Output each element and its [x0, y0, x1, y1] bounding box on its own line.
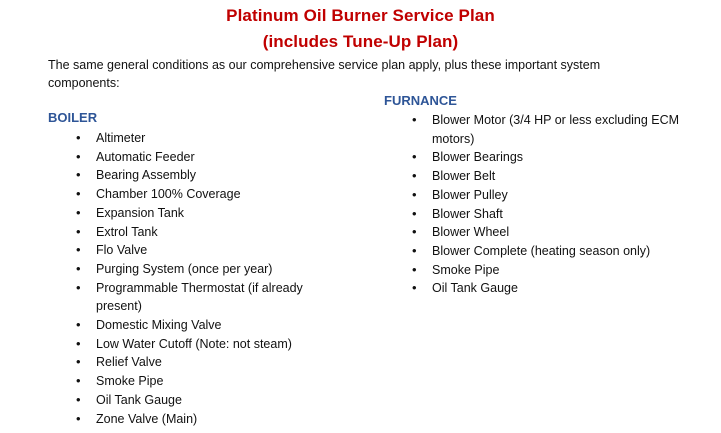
list-item: Low Water Cutoff (Note: not steam) [76, 335, 336, 354]
list-item: Blower Belt [412, 167, 682, 186]
list-item: Oil Tank Gauge [412, 279, 682, 298]
page-subtitle: (includes Tune-Up Plan) [262, 32, 459, 51]
list-item: Programmable Thermostat (if already pres… [76, 279, 336, 316]
list-item: Relief Valve [76, 353, 336, 372]
list-item: Oil Tank Gauge [76, 391, 336, 410]
boiler-list: Altimeter Automatic Feeder Bearing Assem… [76, 129, 336, 429]
list-item: Smoke Pipe [76, 372, 336, 391]
list-item: Chamber 100% Coverage [76, 185, 336, 204]
list-item: Zone Valve (Main) [76, 410, 336, 429]
list-item: Domestic Mixing Valve [76, 316, 336, 335]
list-item: Flo Valve [76, 241, 336, 260]
list-item: Purging System (once per year) [76, 260, 336, 279]
list-item: Automatic Feeder [76, 148, 336, 167]
page-title: Platinum Oil Burner Service Plan [226, 6, 495, 25]
list-item: Smoke Pipe [412, 261, 682, 280]
list-item: Blower Wheel [412, 223, 682, 242]
boiler-heading: BOILER [48, 110, 98, 125]
list-item: Extrol Tank [76, 223, 336, 242]
list-item: Blower Bearings [412, 148, 682, 167]
list-item: Expansion Tank [76, 204, 336, 223]
list-item: Blower Shaft [412, 205, 682, 224]
list-item: Blower Pulley [412, 186, 682, 205]
list-item: Bearing Assembly [76, 166, 336, 185]
intro-paragraph: The same general conditions as our compr… [48, 58, 601, 90]
list-item: Blower Complete (heating season only) [412, 242, 682, 261]
furnace-heading: FURNANCE [384, 93, 457, 108]
list-item: Altimeter [76, 129, 336, 148]
furnace-list: Blower Motor (3/4 HP or less excluding E… [412, 111, 682, 298]
list-item: Blower Motor (3/4 HP or less excluding E… [412, 111, 682, 148]
